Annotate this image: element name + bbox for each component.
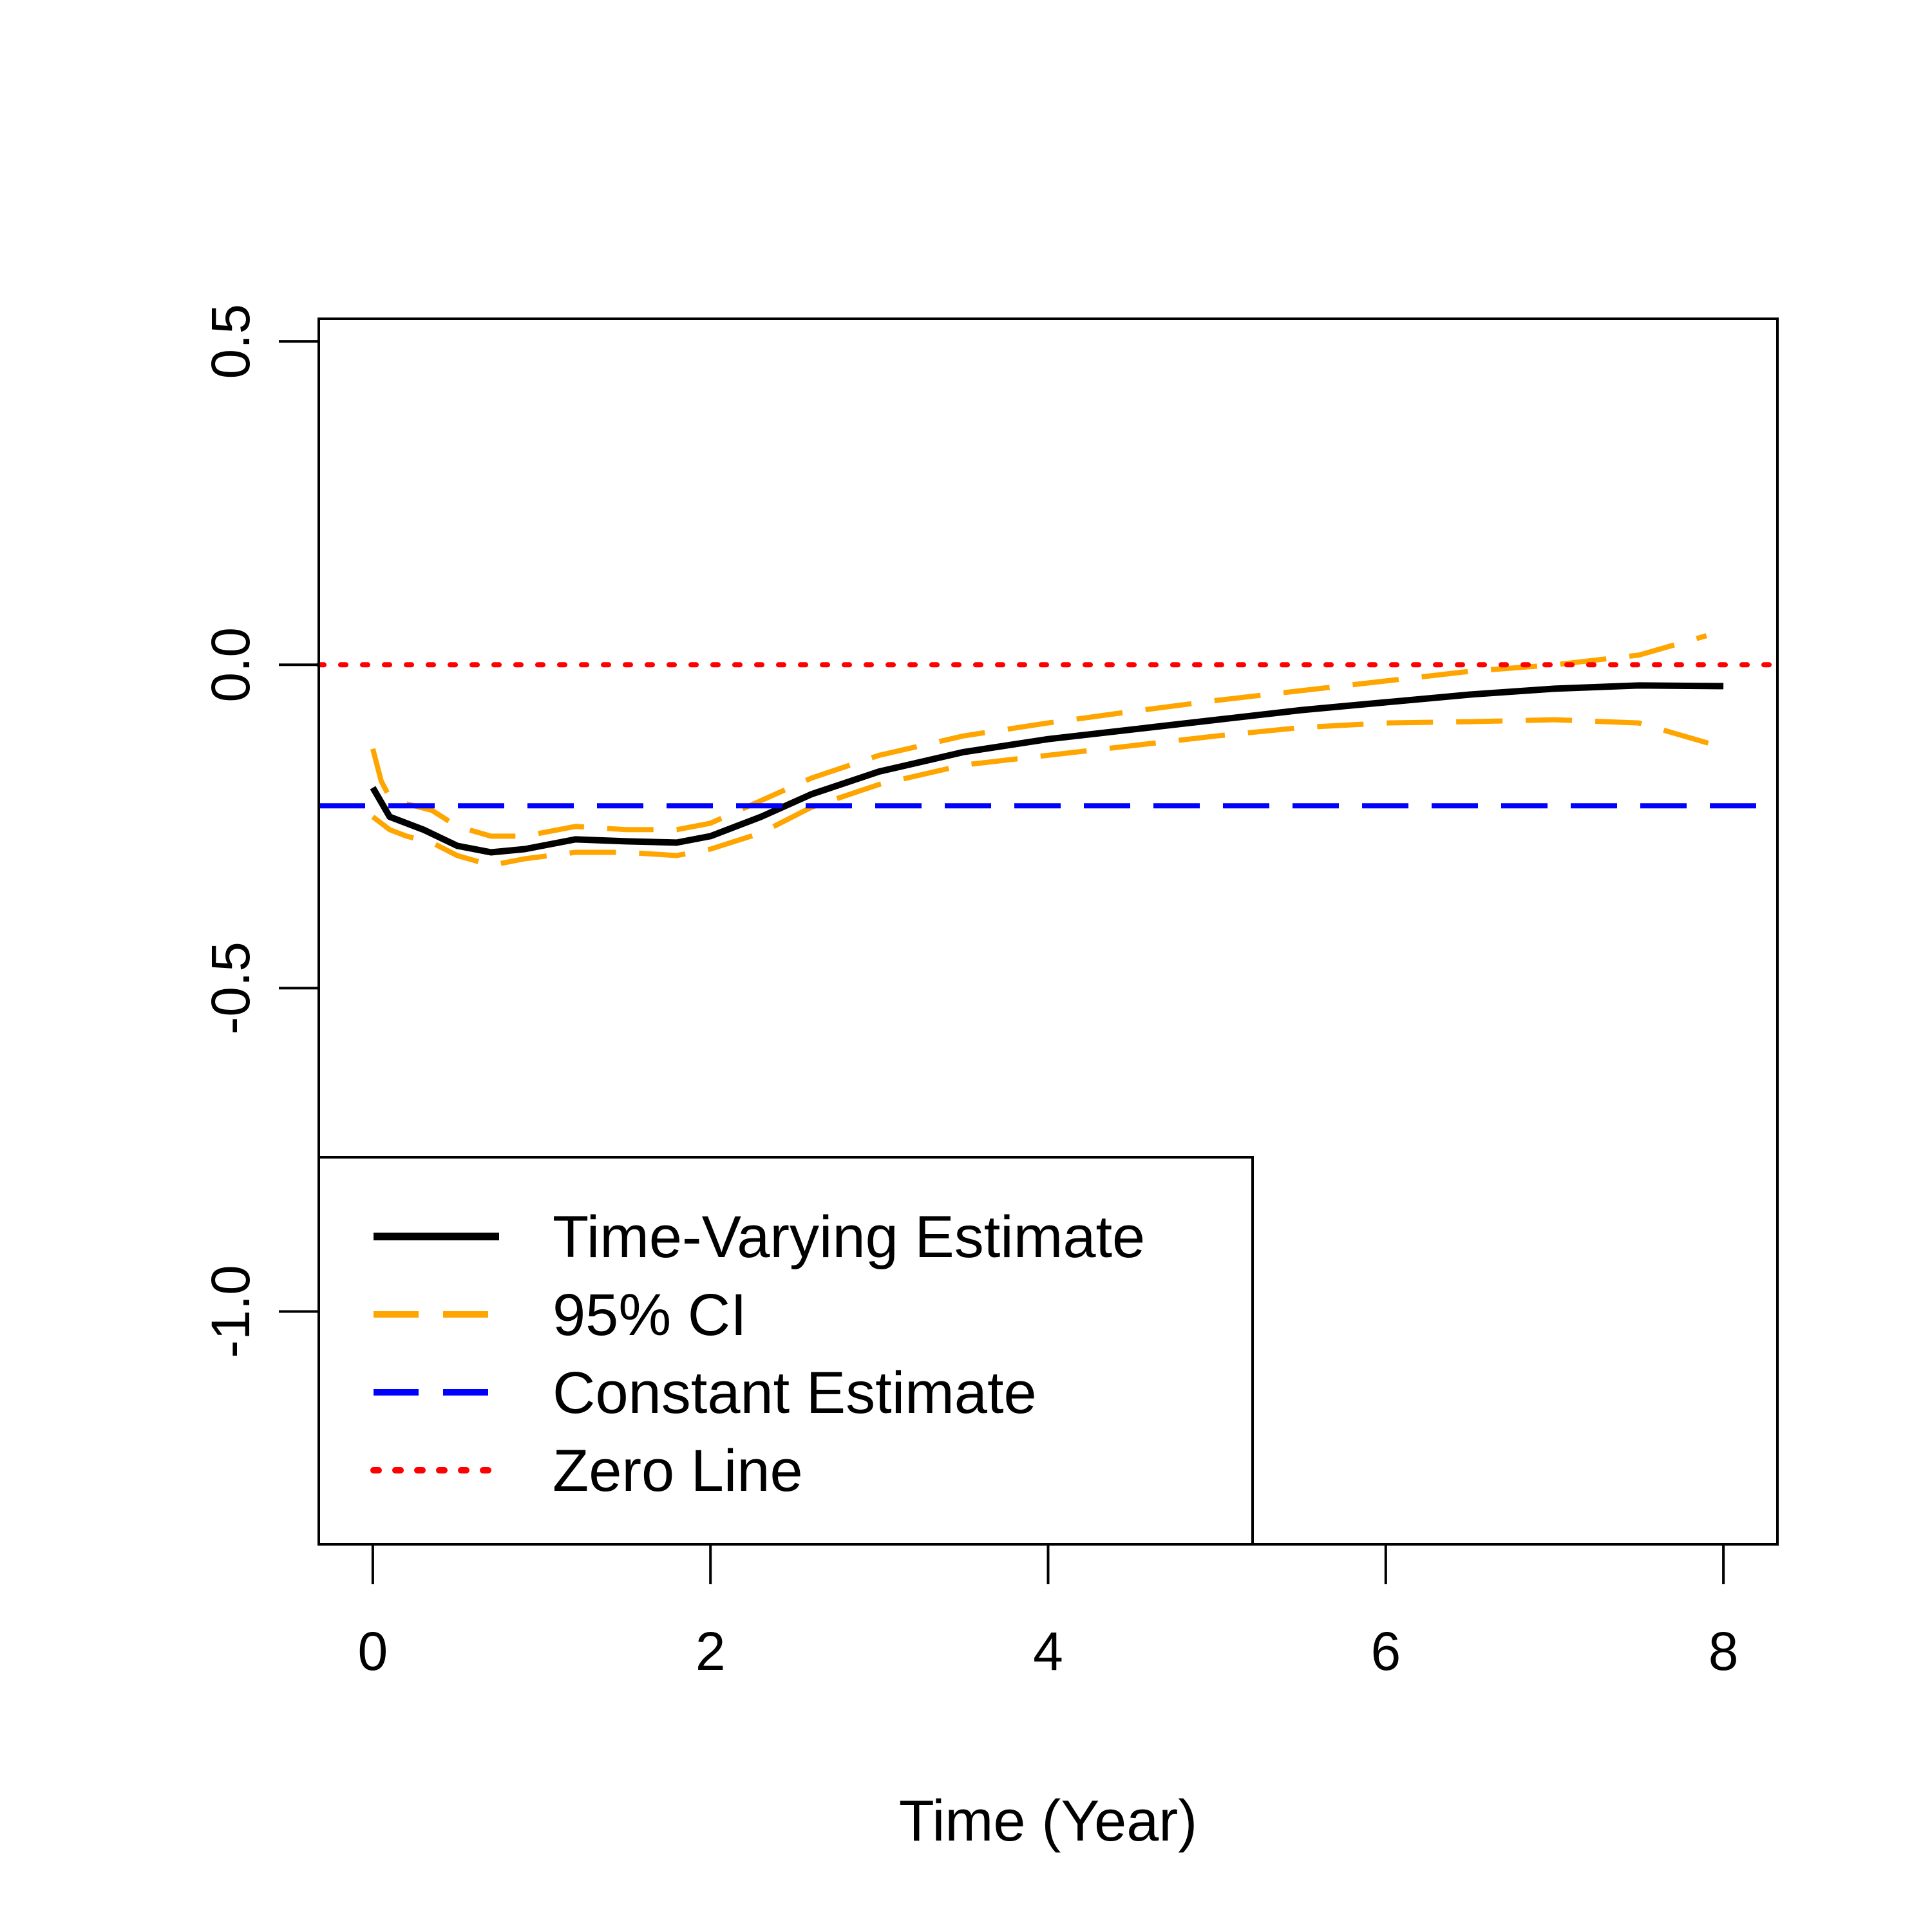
legend: Time-Varying Estimate 95% CI Constant Esti… <box>317 1156 1254 1546</box>
y-axis: -1.0 -0.5 0.0 0.5 <box>200 304 320 1358</box>
y-tick-label: 0.5 <box>200 304 261 379</box>
legend-label: 95% CI <box>553 1282 747 1348</box>
x-axis-title: Time (Year) <box>899 1789 1197 1853</box>
x-tick-label: 2 <box>696 1621 726 1681</box>
series-layer <box>316 633 1780 868</box>
legend-label: Zero Line <box>553 1438 803 1504</box>
legend-box <box>317 1156 1254 1546</box>
x-tick-label: 6 <box>1370 1621 1401 1681</box>
x-tick-label: 8 <box>1709 1621 1739 1681</box>
series-line-time-varying-estimate <box>370 682 1724 856</box>
y-tick-label: 0.0 <box>200 627 261 703</box>
x-tick-label: 4 <box>1033 1621 1063 1681</box>
legend-label: Constant Estimate <box>553 1360 1037 1426</box>
series-line-95-ci <box>370 633 1708 839</box>
y-tick-label: -1.0 <box>200 1265 261 1358</box>
legend-label: Time-Varying Estimate <box>553 1204 1145 1270</box>
y-tick-label: -0.5 <box>200 942 261 1035</box>
x-tick-label: 0 <box>358 1621 388 1681</box>
